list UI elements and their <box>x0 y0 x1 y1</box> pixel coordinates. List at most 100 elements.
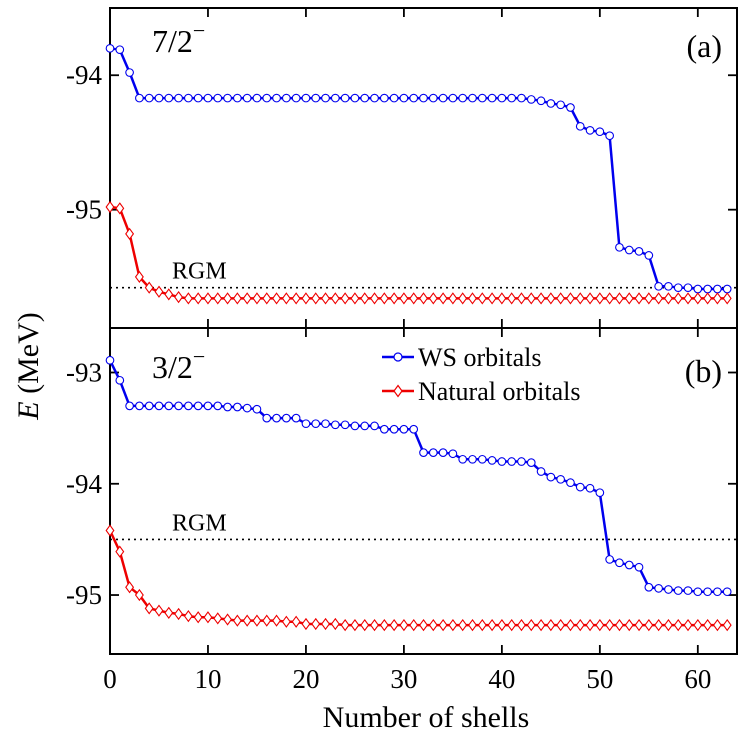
panel-a-natural-point <box>585 292 595 305</box>
panel-b-ws-point <box>644 582 654 592</box>
panel-a-ws-point <box>321 93 330 103</box>
panel-b-ws-point <box>693 587 703 597</box>
panel-b-ws-point <box>340 420 350 430</box>
panel-a-ws-point <box>507 93 517 103</box>
panel-b-ws-point <box>438 448 448 457</box>
panel-b-ws-point <box>174 401 183 411</box>
panel-a-natural-point <box>272 292 282 305</box>
panel-b-natural-point <box>360 618 370 632</box>
panel-b-ws-point <box>409 424 419 434</box>
panel-b-ws-point <box>370 421 379 431</box>
panel-a-ws-point <box>477 93 487 103</box>
panel-b-plot-area: -93 -94 -95 <box>66 327 738 655</box>
panel-a-natural-point <box>595 292 605 305</box>
panel-b-ws-point <box>624 560 634 570</box>
panel-b-ws-point <box>507 457 517 466</box>
panel-b-natural-line <box>108 529 728 627</box>
panel-b-natural-point <box>330 617 340 631</box>
panel-a-natural-line <box>109 205 728 300</box>
panel-a-ws-point <box>135 93 144 103</box>
panel-a-ws-point <box>595 127 605 137</box>
panel-a-ws-point <box>360 93 370 103</box>
panel-a-ws-point <box>624 245 634 255</box>
panel-b-ws-point <box>272 413 281 423</box>
legend: WS orbitals Natural orbitals <box>382 343 580 406</box>
panel-b-natural-point <box>468 618 477 632</box>
panel-a-ws-point <box>536 96 546 106</box>
panel-a-natural-point <box>262 292 272 305</box>
panel-a-ws-point <box>575 121 585 131</box>
panel-a-natural-point <box>458 292 468 305</box>
panel-a-natural-point <box>213 292 223 305</box>
panel-a-natural-point <box>448 292 458 305</box>
legend-ws-marker <box>393 352 403 362</box>
panel-b-rgm-label: RGM <box>172 510 227 536</box>
panel-b-ws-point <box>281 413 291 423</box>
panel-b-natural-point <box>516 618 526 632</box>
panel-b-ws-point <box>497 457 507 466</box>
panel-b-ws-point <box>458 454 468 464</box>
panel-a-natural-point <box>183 292 193 305</box>
panel-a-natural-point <box>654 292 664 305</box>
panel-a-natural-point <box>154 285 164 298</box>
panel-a-ws-point <box>174 93 183 103</box>
panel-a-label: (a) <box>686 28 722 64</box>
panel-a-ws-point <box>664 281 673 291</box>
panel-b-natural-point <box>164 606 174 619</box>
panel-a-state-label: 7/2− <box>152 18 205 59</box>
panel-b-natural-point <box>223 613 233 626</box>
panel-b-natural-point <box>311 617 321 631</box>
panel-b-natural-point <box>213 612 223 625</box>
panel-b-natural-point <box>183 610 193 623</box>
panel-b-ws-point <box>291 413 301 423</box>
panel-a-ws-point <box>487 93 497 103</box>
panel-a-ws-point <box>517 93 526 103</box>
panel-a-ws-point <box>693 284 703 294</box>
panel-a-natural-point <box>125 227 135 241</box>
panel-a-ws-point <box>330 93 340 103</box>
panel-a-ws-point <box>164 93 174 103</box>
panel-a-natural-point <box>409 292 419 305</box>
panel-a-ws-point <box>634 247 644 256</box>
panel-b-ws-point <box>105 355 115 365</box>
panel-b-natural-point <box>585 618 595 632</box>
panel-b-ws-point <box>262 413 272 423</box>
panel-b-natural-point <box>232 614 242 627</box>
panel-b-ws-point <box>360 421 370 431</box>
panel-a-ytick-label: -95 <box>66 195 102 225</box>
panel-a-ws-point <box>281 93 291 103</box>
panel-a-ws-point <box>144 93 154 103</box>
panel-b-ws-point <box>654 584 663 593</box>
panel-a-natural-point <box>360 292 370 305</box>
panel-b-ws-point <box>252 404 262 414</box>
panel-a-natural-point <box>193 292 203 305</box>
panel-b-natural-point <box>389 618 399 632</box>
panel-b-natural-point <box>507 618 517 632</box>
panel-b-ws-point <box>664 585 673 594</box>
panel-a-natural-point <box>468 292 477 305</box>
panel-b-state-label: 3/2− <box>152 344 205 385</box>
panel-b-natural-point <box>252 614 262 627</box>
panel-b-natural-point <box>281 615 291 628</box>
panel-b-ws-point <box>154 401 164 411</box>
panel-b-natural-point <box>458 618 468 632</box>
panel-b-ws-point <box>546 472 556 482</box>
panel-a-natural-point <box>663 292 673 305</box>
panel-a-natural-point <box>330 292 340 305</box>
panel-b-natural-point <box>174 607 184 621</box>
panel-a-ws-point <box>566 103 575 112</box>
panel-b-ws-point <box>575 482 585 492</box>
panel-b-natural-point <box>203 611 213 624</box>
panel-b-ws-point <box>448 449 458 459</box>
panel-a-ws-point <box>252 93 262 103</box>
panel-b-natural-point <box>605 618 615 632</box>
panel-a-ws-point <box>419 93 428 103</box>
x-tick-label: 50 <box>586 664 613 694</box>
panel-b-natural-point <box>125 581 135 594</box>
panel-a-natural-point <box>223 292 233 305</box>
panel-b-ws-point <box>115 375 125 385</box>
panel-b-natural-point <box>703 618 713 632</box>
panel-b-ws-point <box>399 424 409 434</box>
panel-a-ws-point <box>644 251 654 260</box>
